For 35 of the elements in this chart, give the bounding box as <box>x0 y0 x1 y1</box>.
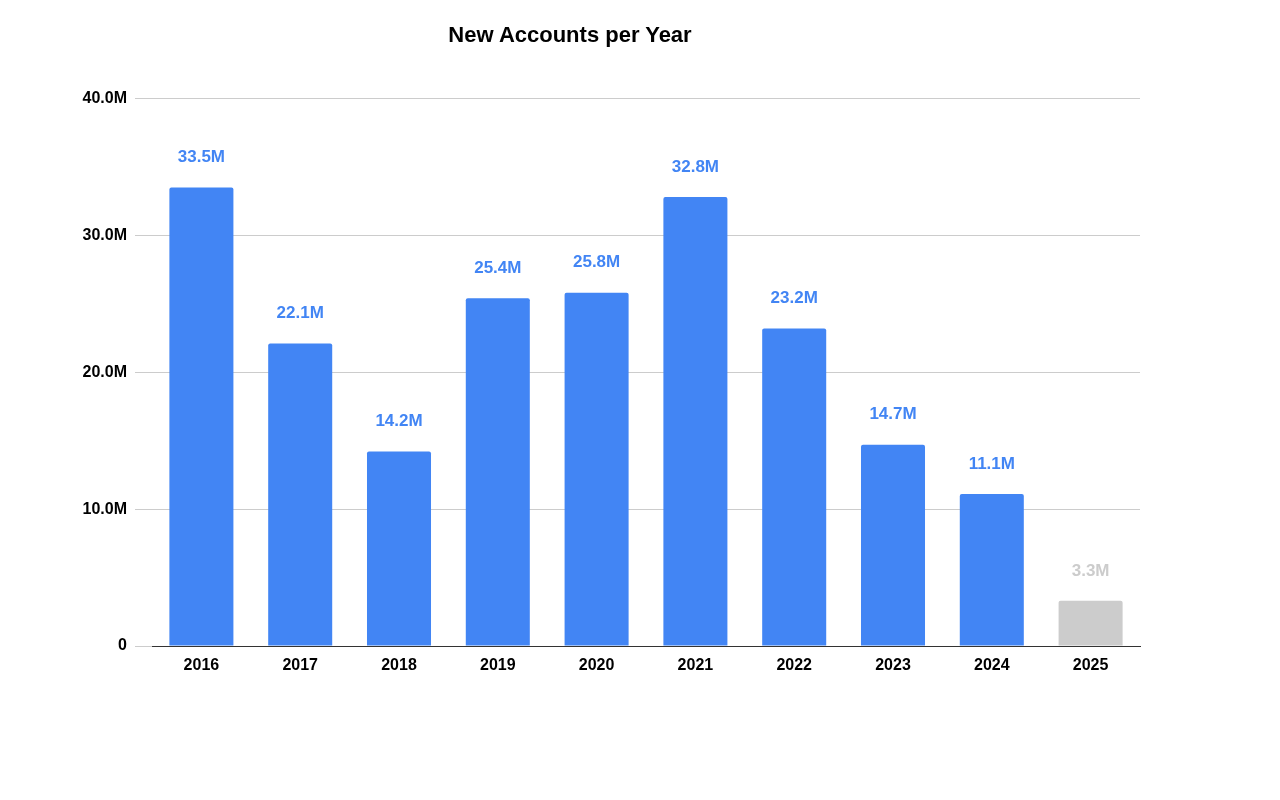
data-label: 14.2M <box>375 411 423 431</box>
x-tick-label: 2019 <box>480 656 516 674</box>
data-label: 25.4M <box>474 257 522 277</box>
y-tick-label: 20.0M <box>82 362 127 380</box>
chart-title: New Accounts per Year <box>448 22 693 48</box>
data-label: 22.1M <box>276 303 324 323</box>
x-tick-label: 2022 <box>776 656 813 674</box>
x-tick-label: 2017 <box>282 656 319 674</box>
x-tick-label: 2018 <box>381 656 417 674</box>
data-label: 23.2M <box>770 288 818 308</box>
bar <box>663 196 728 646</box>
bar <box>959 494 1024 646</box>
x-tick-label: 2025 <box>1072 656 1109 674</box>
bar <box>169 187 234 646</box>
bar <box>564 292 629 646</box>
x-tick-label: 2021 <box>677 656 714 674</box>
data-label: 33.5M <box>177 147 226 167</box>
bar <box>762 328 827 646</box>
data-label: 14.7M <box>869 404 917 424</box>
y-tick-label: 10.0M <box>82 499 127 517</box>
data-label: 11.1M <box>968 453 1015 473</box>
bar <box>366 451 432 646</box>
x-tick-label: 2016 <box>183 656 220 674</box>
bar <box>1058 600 1123 646</box>
bar <box>465 298 530 646</box>
bar <box>268 343 333 646</box>
bar <box>860 444 926 646</box>
x-tick-label: 2020 <box>578 656 615 674</box>
y-tick-label: 0 <box>118 636 128 654</box>
x-tick-label: 2024 <box>974 656 1010 674</box>
y-tick-label: 30.0M <box>82 225 127 243</box>
data-label: 25.8M <box>572 252 621 272</box>
x-tick-label: 2023 <box>875 656 911 674</box>
y-tick-label: 40.0M <box>82 88 127 106</box>
data-label: 32.8M <box>671 156 720 176</box>
